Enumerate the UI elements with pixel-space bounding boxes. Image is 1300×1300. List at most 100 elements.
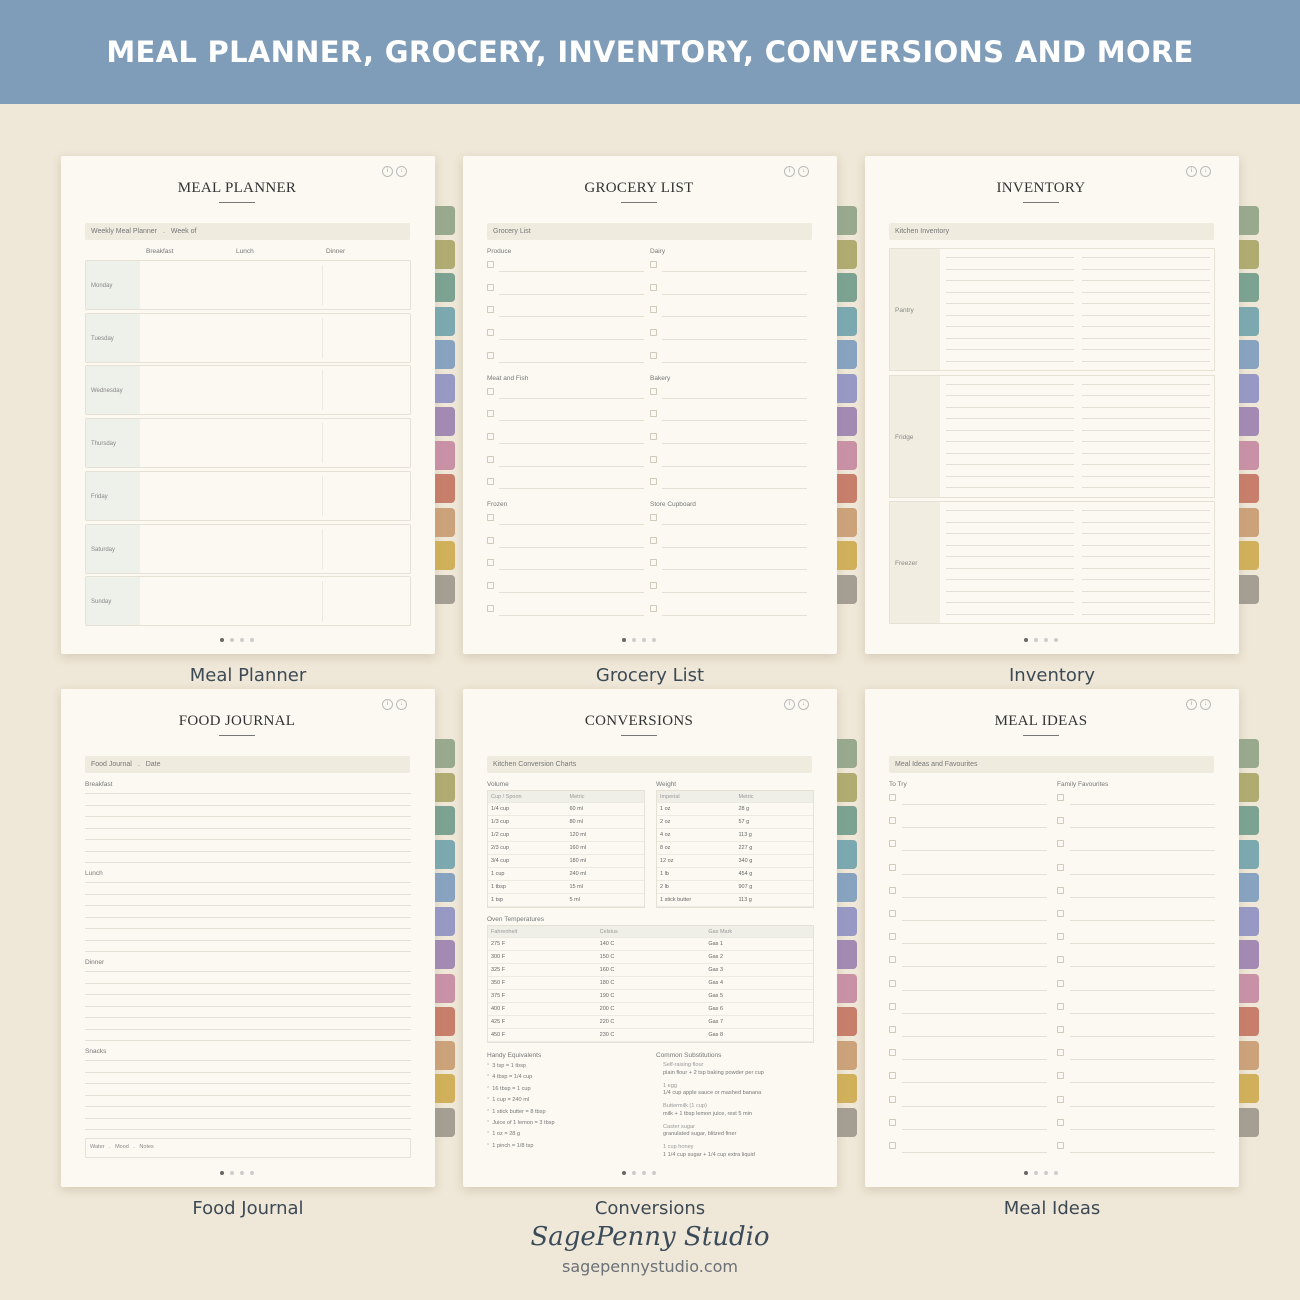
- checkbox[interactable]: [487, 329, 494, 337]
- entry-line[interactable]: [1082, 418, 1210, 419]
- entry-line[interactable]: [1070, 873, 1215, 875]
- page-dot[interactable]: [230, 1171, 234, 1175]
- section-tab[interactable]: [435, 340, 455, 369]
- section-tab[interactable]: [837, 806, 857, 835]
- page-dot[interactable]: [1034, 1171, 1038, 1175]
- entry-line[interactable]: [85, 939, 411, 941]
- entry-line[interactable]: [85, 816, 411, 817]
- section-tab[interactable]: [837, 306, 857, 336]
- checkbox[interactable]: [889, 933, 896, 941]
- entry-line[interactable]: [1082, 533, 1210, 534]
- entry-line[interactable]: [946, 257, 1074, 258]
- entry-line[interactable]: [85, 994, 411, 995]
- entry-line[interactable]: [85, 1060, 411, 1061]
- section-tab[interactable]: [1239, 239, 1259, 269]
- entry-line[interactable]: [499, 614, 644, 616]
- page-dot[interactable]: [1024, 1171, 1028, 1175]
- notes-field[interactable]: Notes: [139, 1144, 154, 1150]
- checkbox[interactable]: [1057, 910, 1064, 917]
- day-row[interactable]: Thursday: [85, 418, 411, 469]
- day-row[interactable]: Wednesday: [85, 365, 411, 416]
- page-dot[interactable]: [642, 1171, 646, 1175]
- checkbox[interactable]: [1057, 979, 1064, 987]
- entry-line[interactable]: [902, 873, 1047, 875]
- entry-line[interactable]: [1070, 966, 1215, 968]
- entry-line[interactable]: [902, 989, 1047, 991]
- checkbox[interactable]: [1057, 1118, 1064, 1126]
- grocery-list-card[interactable]: i ↓ GROCERY LIST Grocery List Produce Dair…: [463, 156, 857, 654]
- entry-line[interactable]: [1082, 406, 1210, 408]
- entry-line[interactable]: [1082, 326, 1210, 327]
- checkbox[interactable]: [889, 1026, 896, 1033]
- entry-line[interactable]: [85, 1005, 411, 1007]
- entry-line[interactable]: [85, 1017, 411, 1018]
- checkbox[interactable]: [650, 514, 657, 521]
- section-tab[interactable]: [435, 1007, 455, 1036]
- checkbox[interactable]: [650, 582, 657, 590]
- checkbox[interactable]: [650, 455, 657, 463]
- checkbox[interactable]: [1057, 794, 1064, 801]
- section-tab[interactable]: [1239, 340, 1259, 369]
- checkbox[interactable]: [650, 351, 657, 359]
- checkbox[interactable]: [650, 432, 657, 440]
- checkbox[interactable]: [650, 559, 657, 567]
- entry-line[interactable]: [946, 291, 1074, 293]
- section-tab[interactable]: [837, 574, 857, 604]
- download-icon[interactable]: ↓: [1200, 166, 1211, 177]
- entry-line[interactable]: [1082, 257, 1210, 258]
- section-tab[interactable]: [837, 239, 857, 269]
- entry-line[interactable]: [946, 487, 1074, 488]
- page-dot[interactable]: [1034, 638, 1038, 642]
- section-tab[interactable]: [1239, 541, 1259, 570]
- section-tab[interactable]: [837, 440, 857, 470]
- entry-line[interactable]: [946, 303, 1074, 304]
- day-row[interactable]: Friday: [85, 470, 411, 521]
- section-tab[interactable]: [837, 940, 857, 969]
- section-tab[interactable]: [435, 973, 455, 1003]
- entry-line[interactable]: [902, 943, 1047, 945]
- entry-line[interactable]: [1082, 521, 1210, 523]
- section-tab[interactable]: [837, 507, 857, 537]
- entry-line[interactable]: [85, 982, 411, 984]
- entry-line[interactable]: [85, 1071, 411, 1073]
- section-tab[interactable]: [435, 440, 455, 470]
- checkbox[interactable]: [889, 979, 896, 987]
- checkbox[interactable]: [650, 604, 657, 612]
- section-tab[interactable]: [837, 1040, 857, 1070]
- section-tab[interactable]: [435, 239, 455, 269]
- section-tab[interactable]: [435, 839, 455, 869]
- section-tab[interactable]: [435, 1074, 455, 1103]
- checkbox[interactable]: [650, 306, 657, 314]
- page-dot[interactable]: [250, 638, 254, 642]
- entry-line[interactable]: [1082, 452, 1210, 454]
- section-tab[interactable]: [837, 407, 857, 436]
- section-tab[interactable]: [1239, 1107, 1259, 1137]
- section-tab[interactable]: [1239, 906, 1259, 936]
- entry-line[interactable]: [662, 339, 807, 341]
- page-dot[interactable]: [250, 1171, 254, 1175]
- page-dot[interactable]: [230, 638, 234, 642]
- entry-line[interactable]: [662, 592, 807, 594]
- entry-line[interactable]: [499, 442, 644, 444]
- checkbox[interactable]: [1057, 1026, 1064, 1033]
- entry-line[interactable]: [1070, 1059, 1215, 1061]
- entry-line[interactable]: [902, 896, 1047, 898]
- entry-line[interactable]: [662, 293, 807, 295]
- checkbox[interactable]: [650, 261, 657, 268]
- checkbox[interactable]: [889, 1072, 896, 1080]
- entry-line[interactable]: [902, 1059, 1047, 1061]
- checkbox[interactable]: [1057, 817, 1064, 825]
- section-tab[interactable]: [1239, 273, 1259, 302]
- section-tab[interactable]: [1239, 407, 1259, 436]
- checkbox[interactable]: [1057, 1002, 1064, 1010]
- entry-line[interactable]: [946, 360, 1074, 362]
- entry-line[interactable]: [946, 533, 1074, 534]
- entry-line[interactable]: [1082, 464, 1210, 465]
- entry-line[interactable]: [85, 1117, 411, 1119]
- entry-line[interactable]: [946, 429, 1074, 431]
- food-journal-card[interactable]: i ↓ FOOD JOURNAL Food Journal . Date Brea…: [61, 689, 455, 1187]
- checkbox[interactable]: [487, 261, 494, 268]
- entry-line[interactable]: [1070, 989, 1215, 991]
- entry-line[interactable]: [662, 569, 807, 571]
- checkbox[interactable]: [889, 886, 896, 894]
